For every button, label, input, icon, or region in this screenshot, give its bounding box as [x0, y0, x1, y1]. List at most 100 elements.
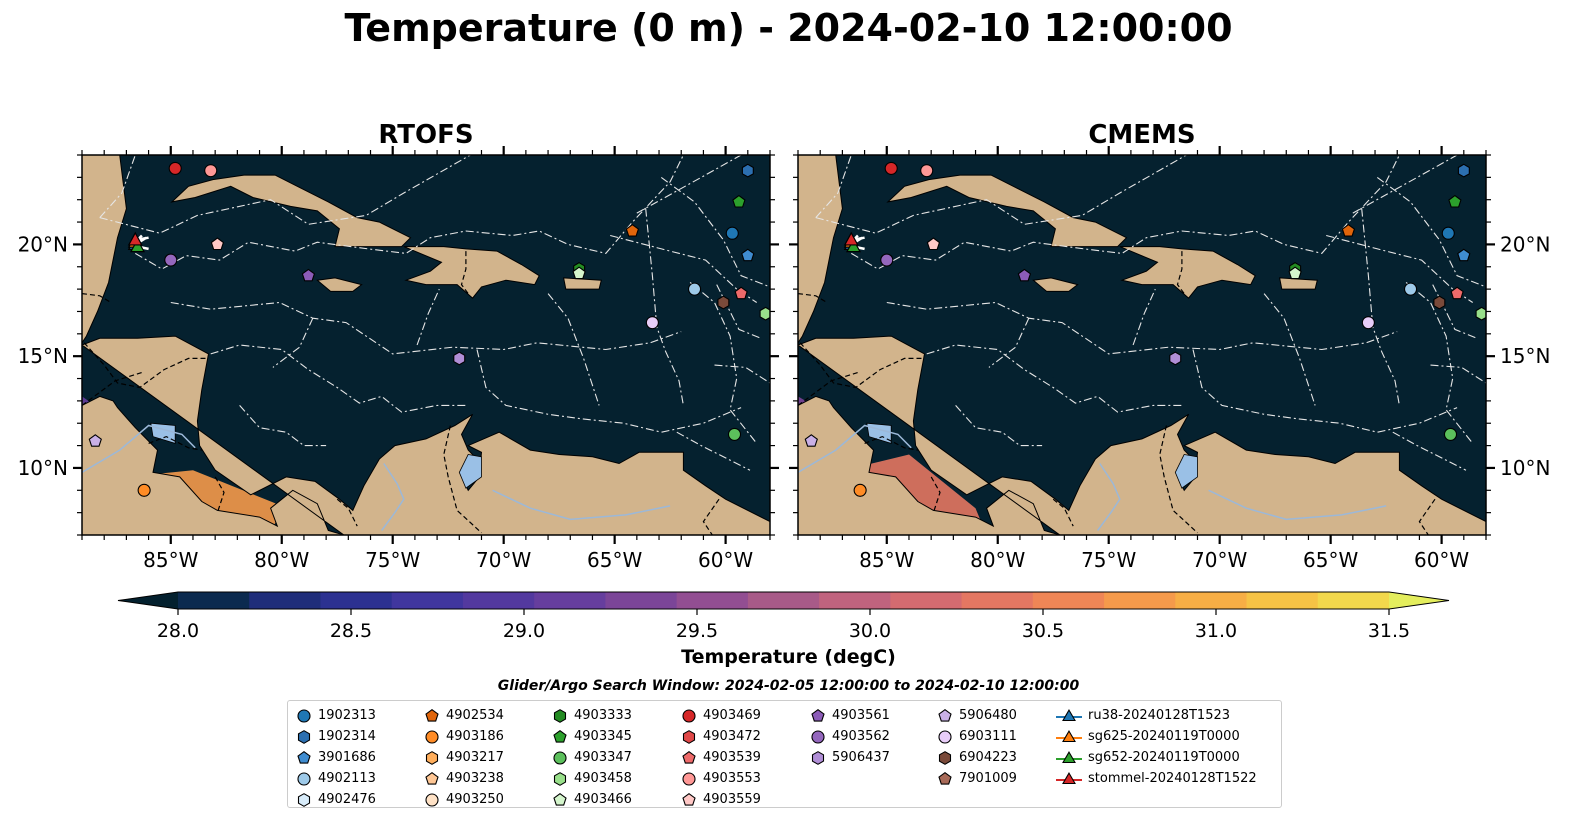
legend-marker — [1056, 750, 1082, 763]
legend-marker-shape — [938, 771, 952, 785]
argo-float-marker — [1341, 224, 1356, 237]
legend-marker-shape — [682, 708, 696, 723]
land-polygon — [82, 335, 770, 535]
colorbar-tick-label: 28.5 — [330, 620, 372, 640]
colorbar-bin — [1032, 592, 1105, 609]
eez-line — [99, 155, 136, 218]
map-frame — [797, 154, 1487, 536]
legend-label: 4903186 — [446, 729, 504, 744]
x-tick-label: 70°W — [1192, 548, 1247, 572]
eez-line — [547, 293, 600, 406]
border-line — [148, 435, 202, 451]
legend-entry: 5906480 — [937, 705, 1017, 726]
legend-marker-shape — [553, 729, 567, 743]
legend-label: 4903469 — [703, 708, 761, 723]
legend-entry: 6904223 — [937, 747, 1017, 768]
legend-marker — [1056, 708, 1082, 721]
river-line — [82, 424, 196, 474]
legend-entry: 1902314 — [296, 726, 376, 747]
eez-line — [955, 405, 1043, 447]
argo-float-marker — [1441, 226, 1455, 240]
argo-float-marker — [725, 226, 739, 240]
argo-float-marker — [741, 163, 754, 178]
border-line — [1176, 251, 1185, 294]
argo-float-marker — [734, 286, 748, 300]
colorbar-bin — [676, 592, 749, 609]
legend-marker-shape — [297, 708, 311, 723]
argo-float-marker — [1475, 306, 1486, 321]
legend-label: 4903250 — [446, 792, 504, 807]
land-polygon — [562, 277, 602, 290]
colorbar-bin — [391, 592, 464, 609]
legend-label: 4903553 — [703, 771, 761, 786]
eez-line — [886, 301, 1398, 355]
legend-marker-shape — [1062, 750, 1076, 763]
legend-label: 4903561 — [832, 708, 890, 723]
colorbar-bin — [890, 592, 963, 609]
legend-marker-shape — [553, 792, 567, 806]
legend-entry: 3901686 — [296, 747, 376, 768]
colorbar-bin — [961, 592, 1034, 609]
border-line — [336, 498, 358, 527]
legend-entry: 4902534 — [424, 705, 504, 726]
river-line — [1096, 463, 1121, 531]
x-tick-label: 85°W — [143, 548, 198, 572]
eez-line — [851, 155, 1400, 270]
legend-marker-shape — [682, 729, 696, 744]
legend-marker-shape — [425, 729, 439, 744]
border-line — [702, 498, 720, 535]
legend-column: ru38-20240128T1523 sg625-20240119T0000 sg6… — [1056, 705, 1257, 810]
colorbar-bin — [1317, 592, 1390, 609]
legend-marker-shape — [1062, 708, 1076, 721]
argo-float-marker — [1433, 295, 1446, 310]
river-line — [1208, 489, 1387, 521]
argo-float-marker — [920, 164, 934, 178]
argo-float-marker — [741, 248, 755, 262]
figure-title: Temperature (0 m) - 2024-02-10 12:00:00 — [344, 6, 1233, 50]
legend-entry: 4903539 — [681, 747, 761, 768]
legend-label: 4903559 — [703, 792, 761, 807]
colorbar-bin — [1104, 592, 1176, 609]
y-tick-label: 10°N — [1500, 456, 1550, 480]
legend-marker — [938, 771, 952, 785]
legend-column: 1902313 1902314 3901686 4902113 4902476 — [296, 705, 376, 810]
land-polygon — [316, 277, 363, 292]
y-tick-label: 15°N — [1500, 344, 1550, 368]
border-line — [82, 371, 145, 406]
argo-float-marker — [727, 427, 742, 441]
legend-marker-shape — [811, 729, 825, 744]
legend-label: 4902476 — [318, 792, 376, 807]
land-polygon — [170, 174, 412, 248]
legend-column: 5906480 6903111 6904223 7901009 — [937, 705, 1017, 810]
argo-float-marker — [926, 237, 941, 251]
x-tick-label: 60°W — [1414, 548, 1469, 572]
y-tick-label: 10°N — [18, 456, 68, 480]
legend-marker — [938, 729, 952, 744]
x-tick-label: 60°W — [698, 548, 753, 572]
legend-entry: 4903472 — [681, 726, 761, 747]
land-polygon — [403, 246, 540, 299]
legend-marker — [811, 708, 825, 722]
argo-float-marker — [1361, 316, 1375, 330]
legend-entry: 4903553 — [681, 768, 761, 789]
eez-line — [239, 405, 327, 447]
legend-label: 4902534 — [446, 708, 504, 723]
x-tick-label: 75°W — [365, 548, 420, 572]
argo-float-marker — [453, 351, 466, 366]
argo-float-marker — [1457, 163, 1470, 178]
eez-line — [926, 344, 1185, 413]
legend-label: 4903466 — [574, 792, 632, 807]
legend-entry: stommel-20240128T1522 — [1056, 768, 1257, 789]
legend-marker — [553, 729, 567, 743]
eez-line — [1405, 281, 1474, 444]
land-polygon — [82, 155, 127, 344]
border-line — [83, 342, 207, 389]
border-line — [82, 293, 112, 304]
colorbar-tick-label: 31.5 — [1368, 620, 1410, 640]
legend-marker-shape — [938, 729, 952, 744]
legend-marker-shape — [553, 708, 567, 723]
eez-line — [1392, 431, 1467, 471]
border-line — [930, 476, 941, 513]
border-line — [798, 293, 828, 304]
colorbar-bin — [747, 592, 820, 609]
